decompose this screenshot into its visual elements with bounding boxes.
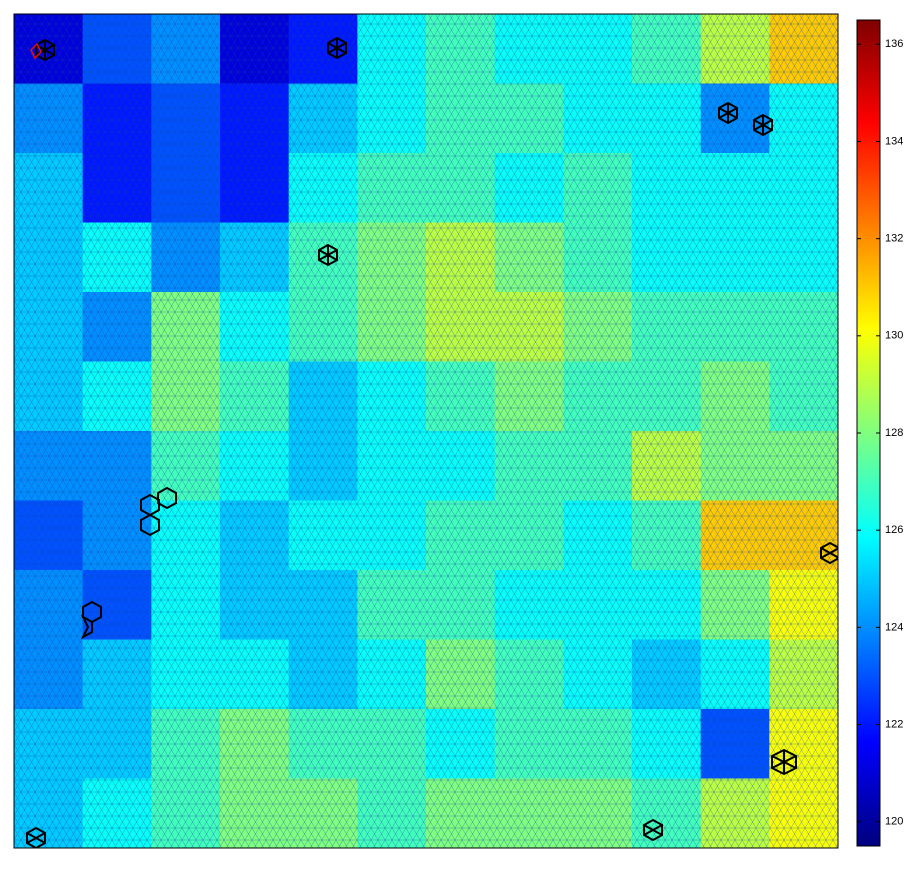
defect: [30, 38, 55, 62]
colorbar-tick-label: 130: [885, 330, 903, 342]
plot-frame: [13, 13, 839, 849]
defect: [718, 101, 738, 125]
defect: [140, 486, 177, 537]
colorbar-tick-label: 120: [885, 816, 903, 828]
defect: [820, 541, 838, 565]
colorbar-tick-label: 126: [885, 524, 903, 536]
defect: [771, 748, 797, 776]
colorbar-tick-label: 128: [885, 427, 903, 439]
mesh-overlay: [14, 14, 838, 848]
colorbar-tick-label: 124: [885, 621, 903, 633]
defect: [26, 826, 46, 848]
defect: [327, 36, 347, 60]
defect-markers: [26, 36, 838, 848]
colorbar-tick-label: 122: [885, 718, 903, 730]
defect: [80, 600, 102, 640]
colorbar-tick-label: 136: [885, 38, 903, 50]
defect: [318, 243, 338, 267]
colorbar-tick-label: 132: [885, 233, 903, 245]
defect: [753, 113, 773, 137]
colorbar-tick-label: 134: [885, 135, 903, 147]
defect: [643, 818, 663, 842]
